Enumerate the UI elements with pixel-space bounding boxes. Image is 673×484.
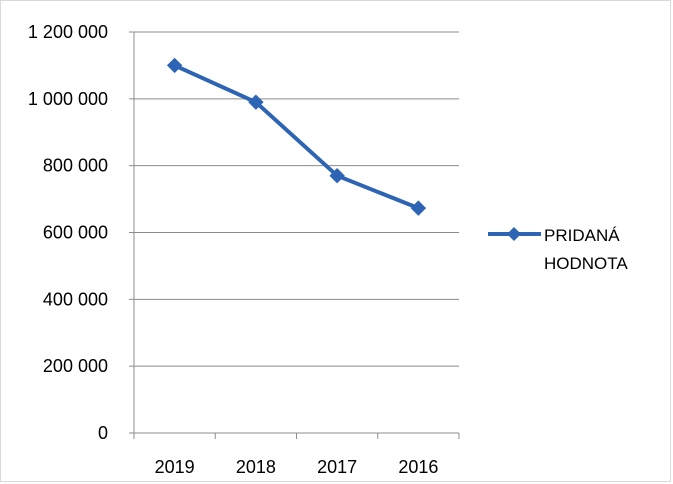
series-line-path	[173, 63, 420, 210]
y-tick-label: 1 200 000	[28, 22, 108, 42]
gridlines	[134, 31, 459, 367]
y-tick-label: 1 000 000	[28, 89, 108, 109]
y-tick-label: 800 000	[43, 156, 108, 176]
x-tick-label: 2019	[155, 457, 195, 477]
x-tick-labels: 2019 2018 2017 2016	[155, 457, 439, 477]
y-tick-label: 400 000	[43, 289, 108, 309]
y-tick-label: 200 000	[43, 356, 108, 376]
legend-diamond-marker	[507, 227, 521, 241]
series-markers	[166, 57, 427, 216]
y-tick-label: 600 000	[43, 223, 108, 243]
data-point-marker	[410, 200, 427, 216]
legend-label-line-2: HODNOTA	[544, 254, 628, 273]
series-line	[173, 63, 420, 210]
x-tick-label: 2016	[398, 457, 438, 477]
data-point-marker	[166, 57, 183, 74]
axes	[129, 31, 460, 439]
y-tick-labels: 0 200 000 400 000 600 000 800 000 1 000 000 1 …	[28, 22, 108, 443]
data-point-marker	[248, 94, 264, 110]
x-tick-label: 2018	[236, 457, 276, 477]
legend: PRIDANÁ HODNOTA	[488, 226, 628, 273]
x-tick-label: 2017	[317, 457, 357, 477]
data-point-marker	[329, 167, 345, 184]
legend-label-line-1: PRIDANÁ	[544, 226, 620, 245]
y-tick-label: 0	[98, 423, 108, 443]
